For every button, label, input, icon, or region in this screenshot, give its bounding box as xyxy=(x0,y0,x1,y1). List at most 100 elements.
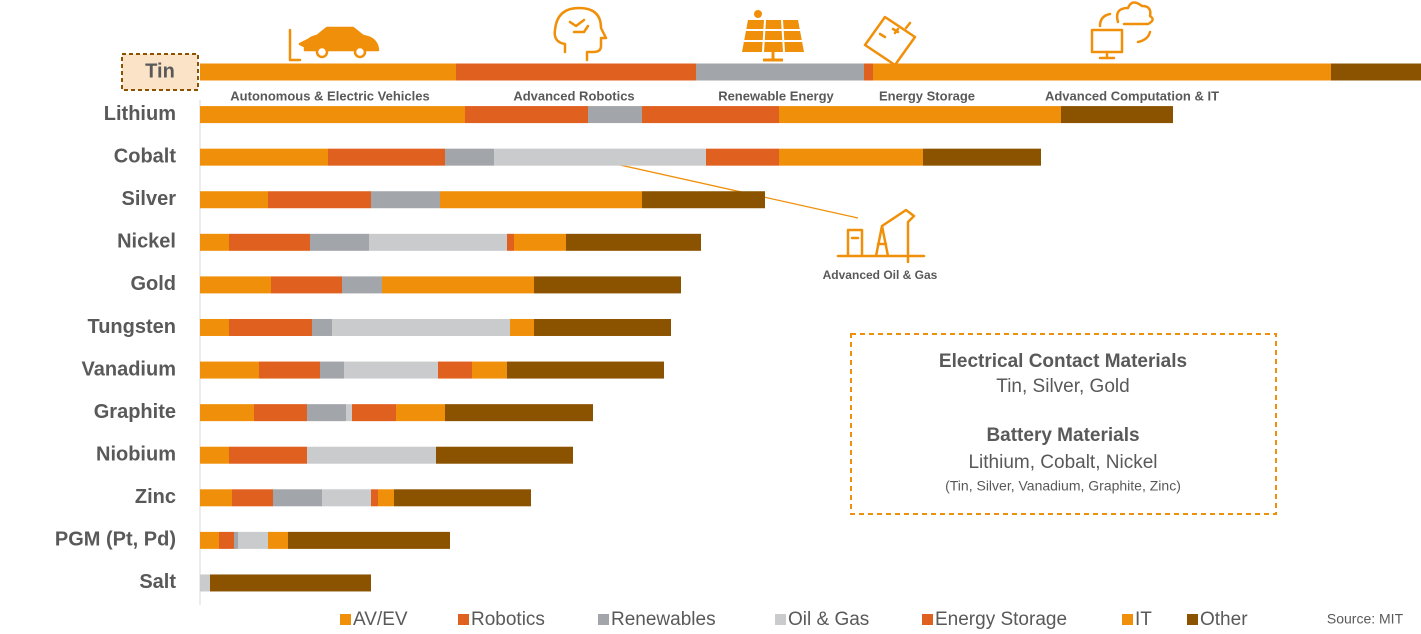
box-text: Lithium, Cobalt, Nickel xyxy=(968,452,1157,473)
category-label: Tungsten xyxy=(87,316,176,338)
application-label: Advanced Robotics xyxy=(513,88,634,103)
category-label: Vanadium xyxy=(82,358,176,380)
bar-segment xyxy=(200,404,254,422)
category-label: Niobium xyxy=(96,444,176,466)
it-icon xyxy=(1090,1,1154,60)
category-label: Lithium xyxy=(104,103,176,125)
bar-segment xyxy=(642,106,779,124)
bar-segment xyxy=(382,276,534,294)
bar-segment xyxy=(566,233,701,251)
application-label: Energy Storage xyxy=(879,88,975,103)
box-text: Tin, Silver, Gold xyxy=(996,376,1129,397)
renewables-icon xyxy=(742,10,804,62)
bar-segment xyxy=(254,404,307,422)
bar-segment xyxy=(234,531,238,549)
bar-segment xyxy=(1061,106,1173,124)
bar-segment xyxy=(200,318,229,336)
bar-segment xyxy=(259,361,320,379)
legend-label: IT xyxy=(1135,609,1152,630)
bar-segment xyxy=(307,404,346,422)
bar-segment xyxy=(396,404,445,422)
source: Source: MIT xyxy=(1327,611,1404,627)
legend-swatch xyxy=(922,614,933,625)
bar-segment xyxy=(328,148,445,166)
bar-segment xyxy=(378,489,394,507)
bar-segment xyxy=(445,404,593,422)
legend-swatch xyxy=(1187,614,1198,625)
bar-segment xyxy=(923,148,1041,166)
bar-segment xyxy=(507,361,664,379)
bar-segment xyxy=(696,63,864,81)
bar-segment xyxy=(465,106,588,124)
oil-gas-icon xyxy=(836,208,926,264)
bar-segment xyxy=(507,233,514,251)
storage-icon xyxy=(863,15,917,67)
box-title: Battery Materials xyxy=(986,425,1139,446)
bar-segment xyxy=(307,446,436,464)
bar-segment xyxy=(346,404,352,422)
bar-segment xyxy=(200,489,232,507)
highlight-box xyxy=(121,53,199,91)
bar-segment xyxy=(456,63,696,81)
bar-segment xyxy=(320,361,344,379)
ev-icon xyxy=(288,26,380,62)
bar-segment xyxy=(514,233,566,251)
category-label: Gold xyxy=(130,273,176,295)
category-label: Graphite xyxy=(94,401,176,423)
box-title: Electrical Contact Materials xyxy=(939,351,1187,372)
bar-segment xyxy=(332,318,510,336)
application-label: Autonomous & Electric Vehicles xyxy=(230,88,429,103)
bar-segment xyxy=(344,361,438,379)
category-label: Cobalt xyxy=(114,145,177,167)
bar-segment xyxy=(312,318,332,336)
bar-segment xyxy=(200,191,268,209)
bar-segment xyxy=(210,574,371,592)
category-label: PGM (Pt, Pd) xyxy=(55,529,176,551)
bar-segment xyxy=(534,318,671,336)
bar-segment xyxy=(342,276,382,294)
bar-segment xyxy=(268,191,371,209)
bar-segment xyxy=(445,148,494,166)
legend-label: Robotics xyxy=(471,609,545,630)
bar-segment xyxy=(472,361,507,379)
bar-segment xyxy=(369,233,507,251)
bar-segment xyxy=(706,148,779,166)
bar-segment xyxy=(436,446,573,464)
legend-swatch xyxy=(598,614,609,625)
bar-segment xyxy=(288,531,450,549)
bar-segment xyxy=(642,191,765,209)
category-label: Nickel xyxy=(117,231,176,253)
bar-segment xyxy=(438,361,472,379)
bar-segment xyxy=(779,148,923,166)
bar-segment xyxy=(229,233,310,251)
bar-segment xyxy=(371,191,440,209)
bar-segment xyxy=(232,489,273,507)
bar-segment xyxy=(200,361,259,379)
legend-swatch xyxy=(1122,614,1133,625)
bar-segment xyxy=(1331,63,1421,81)
bar-segment xyxy=(200,148,328,166)
bar-segment xyxy=(200,106,465,124)
bar-segment xyxy=(494,148,706,166)
category-label: Tin xyxy=(145,60,175,82)
category-label: Salt xyxy=(139,571,176,593)
legend-swatch xyxy=(458,614,469,625)
bar-segment xyxy=(864,63,873,81)
category-label: Zinc xyxy=(135,486,176,508)
application-label: Renewable Energy xyxy=(718,88,834,103)
application-label: Advanced Computation & IT xyxy=(1045,88,1219,103)
bar-segment xyxy=(394,489,531,507)
legend-label: Other xyxy=(1200,609,1248,630)
bar-segment xyxy=(588,106,642,124)
bar-segment xyxy=(273,489,322,507)
bar-segment xyxy=(322,489,371,507)
category-label: Silver xyxy=(122,188,177,210)
callout-box xyxy=(850,333,1277,515)
bar-segment xyxy=(229,446,307,464)
legend-label: Energy Storage xyxy=(935,609,1067,630)
bar-segment xyxy=(219,531,234,549)
bar-segment xyxy=(352,404,396,422)
oil-gas-label: Advanced Oil & Gas xyxy=(823,268,938,282)
bar-segment xyxy=(440,191,642,209)
